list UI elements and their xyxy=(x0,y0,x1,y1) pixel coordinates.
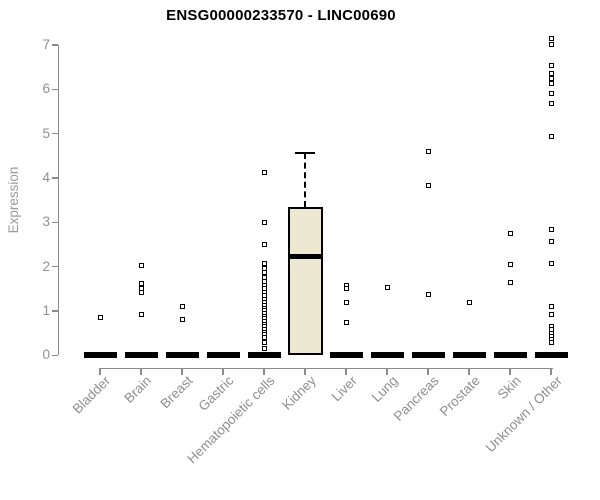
outlier-point xyxy=(261,339,267,345)
chart-title: ENSG00000233570 - LINC00690 xyxy=(166,7,396,24)
y-axis-tick xyxy=(52,221,58,223)
outlier-point xyxy=(548,91,554,97)
outlier-point xyxy=(548,101,554,107)
y-axis-line xyxy=(58,45,60,356)
x-tick-label-lung: Lung xyxy=(368,373,401,405)
x-tick-label-unknown-other: Unknown / Other xyxy=(482,373,565,456)
collapsed-boxplot-bar xyxy=(124,352,158,359)
x-tick-label-brain: Brain xyxy=(121,373,155,406)
y-axis-tick xyxy=(52,310,58,312)
y-axis-tick xyxy=(52,133,58,135)
x-tick-label-bladder: Bladder xyxy=(70,373,114,417)
y-tick-label: 6 xyxy=(42,81,50,97)
outlier-point xyxy=(138,289,144,295)
outlier-point xyxy=(425,291,431,297)
y-tick-label: 1 xyxy=(42,302,50,318)
whisker-cap xyxy=(295,151,315,154)
y-tick-label: 5 xyxy=(42,125,50,141)
outlier-point xyxy=(548,260,554,266)
outlier-point xyxy=(343,300,349,306)
y-axis-tick xyxy=(52,266,58,268)
outlier-point xyxy=(261,260,267,266)
x-axis-tick xyxy=(345,368,347,375)
outlier-point xyxy=(548,35,554,41)
upper-whisker xyxy=(304,152,306,207)
x-axis-line xyxy=(99,368,553,370)
outlier-point xyxy=(425,183,431,189)
collapsed-boxplot-bar xyxy=(452,352,486,359)
collapsed-boxplot-bar xyxy=(247,352,281,359)
collapsed-boxplot-bar xyxy=(165,352,199,359)
x-axis-tick xyxy=(140,368,142,375)
outlier-point xyxy=(343,319,349,325)
outlier-point xyxy=(97,315,103,321)
outlier-point xyxy=(548,227,554,233)
x-axis-tick xyxy=(263,368,265,375)
median-line xyxy=(289,254,321,260)
x-tick-label-skin: Skin xyxy=(494,373,524,403)
outlier-point xyxy=(343,286,349,292)
boxplot-box xyxy=(287,206,323,356)
outlier-point xyxy=(548,134,554,140)
x-tick-label-breast: Breast xyxy=(157,373,196,412)
outlier-point xyxy=(138,280,144,286)
x-tick-label-kidney: Kidney xyxy=(278,373,319,413)
collapsed-boxplot-bar xyxy=(370,352,404,359)
x-axis-tick xyxy=(386,368,388,375)
x-axis-tick xyxy=(468,368,470,375)
outlier-point xyxy=(548,41,554,47)
outlier-point xyxy=(466,299,472,305)
x-axis-tick xyxy=(99,368,101,375)
x-axis-tick xyxy=(509,368,511,375)
y-tick-label: 4 xyxy=(42,169,50,185)
x-axis-tick xyxy=(181,368,183,375)
outlier-point xyxy=(548,311,554,317)
outlier-point xyxy=(548,63,554,69)
outlier-point xyxy=(179,303,185,309)
outlier-point xyxy=(548,239,554,245)
outlier-point xyxy=(179,317,185,323)
outlier-point xyxy=(261,170,267,176)
outlier-point xyxy=(507,279,513,285)
x-axis-tick xyxy=(304,368,306,375)
outlier-point xyxy=(548,339,554,345)
collapsed-boxplot-bar xyxy=(411,352,445,359)
x-axis-tick xyxy=(222,368,224,375)
outlier-point xyxy=(548,303,554,309)
outlier-point xyxy=(138,263,144,269)
outlier-point xyxy=(384,285,390,291)
y-axis-tick xyxy=(52,88,58,90)
y-tick-label: 7 xyxy=(42,36,50,52)
collapsed-boxplot-bar xyxy=(493,352,527,359)
outlier-point xyxy=(507,262,513,268)
y-axis-title: Expression xyxy=(6,166,21,234)
x-axis-tick xyxy=(427,368,429,375)
y-tick-label: 3 xyxy=(42,214,50,230)
collapsed-boxplot-bar xyxy=(83,352,117,359)
outlier-point xyxy=(138,311,144,317)
y-axis-tick xyxy=(52,177,58,179)
outlier-point xyxy=(507,231,513,237)
outlier-point xyxy=(548,80,554,86)
y-axis-tick xyxy=(52,354,58,356)
y-tick-label: 0 xyxy=(42,347,50,363)
outlier-point xyxy=(261,220,267,226)
x-axis-tick xyxy=(550,368,552,375)
collapsed-boxplot-bar xyxy=(534,352,568,359)
x-tick-label-liver: Liver xyxy=(328,373,360,405)
collapsed-boxplot-bar xyxy=(206,352,240,359)
y-tick-label: 2 xyxy=(42,258,50,274)
collapsed-boxplot-bar xyxy=(329,352,363,359)
outlier-point xyxy=(261,346,267,352)
x-tick-label-prostate: Prostate xyxy=(436,373,483,420)
outlier-point xyxy=(261,241,267,247)
outlier-point xyxy=(548,75,554,81)
y-axis-tick xyxy=(52,44,58,46)
outlier-point xyxy=(425,149,431,155)
